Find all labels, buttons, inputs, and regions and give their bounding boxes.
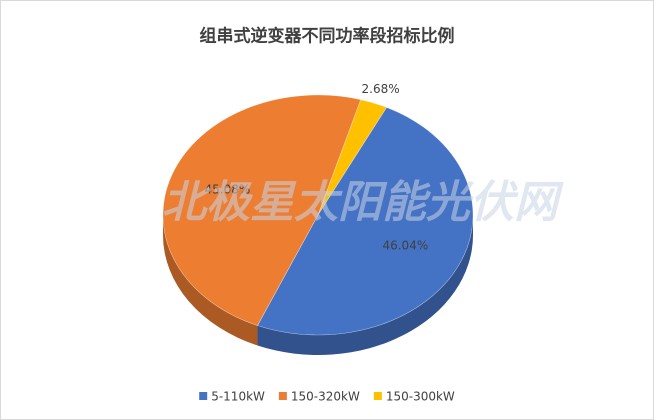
legend: 5-110kW 150-320kW 150-300kW	[199, 390, 455, 404]
slice	[162, 94, 362, 326]
plot: 2.68% 46.04% 45.08%	[162, 82, 474, 355]
legend-label: 5-110kW	[211, 390, 265, 404]
legend-label: 150-300kW	[386, 390, 455, 404]
data-label: 2.68%	[362, 82, 400, 96]
legend-swatch	[278, 392, 287, 400]
slice-side	[163, 215, 258, 346]
slice-side	[257, 215, 473, 355]
legend-label: 150-320kW	[291, 390, 360, 404]
slice	[257, 107, 474, 336]
legend-swatch	[199, 392, 208, 400]
watermark: 北极星太阳能光伏网	[162, 177, 564, 228]
chart-title: 组串式逆变器不同功率段招标比例	[200, 26, 455, 47]
data-label: 46.04%	[382, 239, 428, 253]
data-label: 45.08%	[205, 183, 251, 197]
legend-swatch	[373, 392, 382, 400]
